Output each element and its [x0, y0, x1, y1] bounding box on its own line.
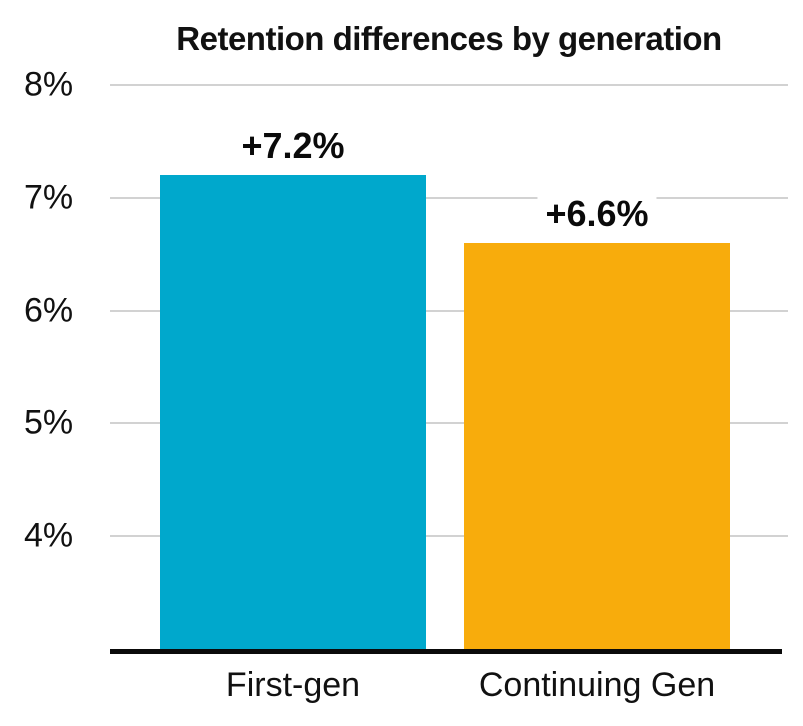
y-tick-label: 4%: [24, 516, 74, 555]
bar-value-label: +7.2%: [233, 125, 353, 168]
bar-continuing-gen: [464, 242, 730, 649]
x-axis-line: [110, 649, 782, 654]
gridline: [110, 309, 788, 312]
x-axis-label: Continuing Gen: [478, 666, 716, 704]
y-tick-label: 5%: [24, 403, 74, 442]
gridline: [110, 84, 788, 86]
bar-value-label: +6.6%: [537, 192, 657, 235]
bar-first-gen: [160, 175, 426, 649]
gridline: [110, 422, 788, 425]
y-tick-label: 6%: [24, 291, 74, 330]
gridline: [110, 196, 788, 199]
y-tick-label: 8%: [24, 65, 74, 104]
chart-title: Retention differences by generation: [176, 20, 722, 57]
gridline: [110, 535, 788, 538]
x-axis-label: First-gen: [225, 666, 361, 704]
y-tick-label: 7%: [24, 178, 74, 217]
